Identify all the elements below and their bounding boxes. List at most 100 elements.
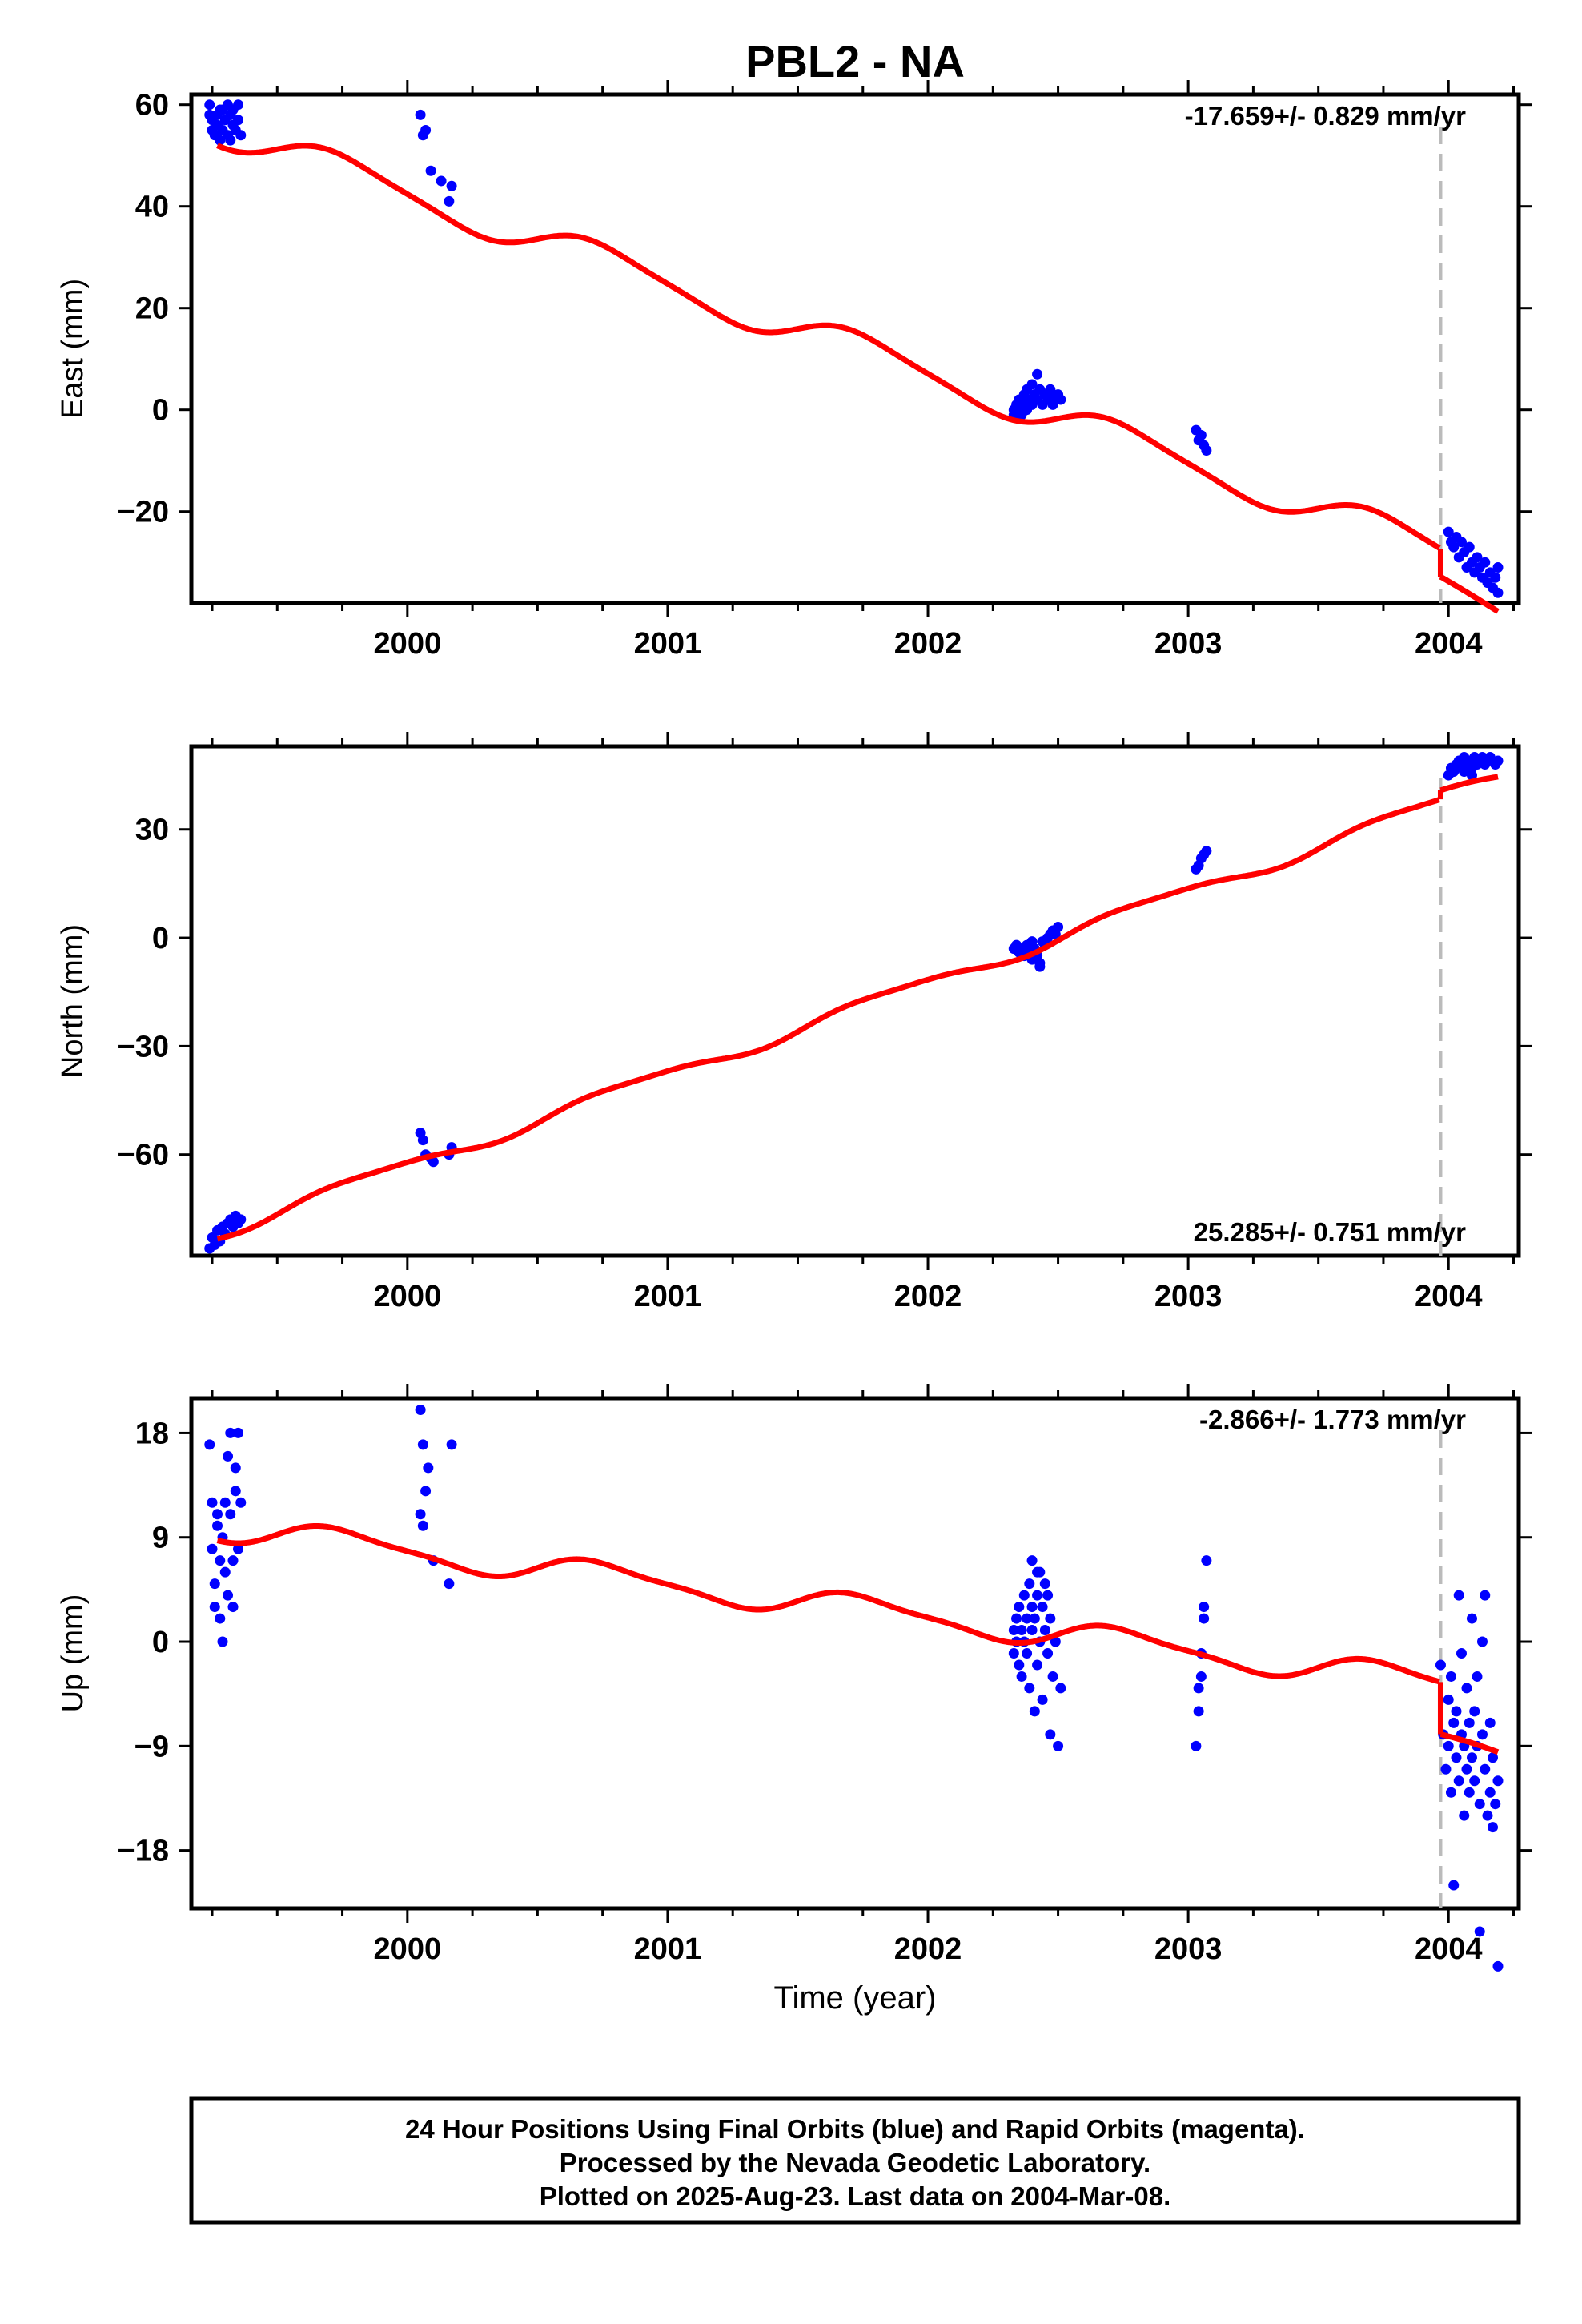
x-tick-label: 2000 (374, 1932, 442, 1966)
data-point (425, 165, 436, 176)
plot-frame (189, 744, 1521, 1258)
data-point (1480, 1763, 1491, 1775)
data-point (1037, 1694, 1048, 1705)
model-line (215, 797, 1441, 1242)
data-point (215, 1555, 226, 1566)
model-line (215, 1523, 1441, 1685)
data-point (215, 135, 226, 146)
data-point (225, 1427, 236, 1438)
y-tick-label: 40 (135, 191, 169, 224)
data-point (415, 109, 426, 120)
data-point (1193, 1683, 1204, 1694)
x-tick-label: 2003 (1154, 1932, 1223, 1966)
y-tick-label: 0 (152, 394, 169, 428)
x-tick-label: 2003 (1154, 1280, 1223, 1313)
data-point (1191, 1740, 1202, 1751)
data-point (1492, 755, 1504, 766)
data-point (1464, 541, 1475, 553)
data-point (1055, 394, 1066, 405)
data-point (1014, 1659, 1025, 1671)
data-point (417, 1439, 428, 1450)
data-point (1472, 1671, 1483, 1682)
data-point (1022, 1648, 1033, 1659)
data-point (209, 1602, 220, 1613)
plot-frame (189, 92, 1521, 605)
data-point (1448, 541, 1460, 553)
data-point (204, 99, 215, 111)
data-point (1453, 1590, 1464, 1601)
plot-frame (189, 1396, 1521, 1911)
data-point (1482, 1810, 1493, 1821)
data-point (1466, 770, 1477, 781)
data-point (446, 1439, 457, 1450)
data-point (1199, 1613, 1210, 1624)
data-point (1039, 1625, 1050, 1636)
data-point (1195, 429, 1207, 440)
data-point (1045, 1613, 1056, 1624)
data-point (1445, 1671, 1456, 1682)
data-point (1201, 846, 1212, 857)
data-point (1032, 1659, 1043, 1671)
data-point (1016, 1671, 1027, 1682)
north-panel: 2000 2001 2002 2003 2004 −60 −30 0 30 North (mm) 2… (56, 732, 1532, 1313)
data-point (235, 1214, 247, 1225)
data-point (444, 1578, 455, 1590)
data-point (217, 104, 228, 115)
data-point (1461, 1683, 1472, 1694)
x-tick-label: 2004 (1415, 627, 1483, 661)
data-point (1490, 1799, 1501, 1810)
y-axis-label: East (mm) (56, 279, 90, 419)
data-point (1459, 766, 1470, 778)
data-point (1474, 1799, 1485, 1810)
data-point (1480, 557, 1491, 568)
data-point (1024, 1578, 1035, 1590)
data-point (1466, 1613, 1477, 1624)
data-point (1453, 1775, 1464, 1787)
data-point (1029, 1613, 1040, 1624)
data-point (1008, 1648, 1019, 1659)
data-point (1472, 552, 1483, 563)
data-point (420, 124, 432, 135)
x-tick-label: 2001 (634, 1932, 702, 1966)
data-point (207, 1543, 218, 1554)
y-tick-label: −18 (118, 1835, 169, 1868)
data-point (1032, 368, 1043, 380)
data-point (415, 1509, 426, 1520)
data-point (223, 1590, 234, 1601)
y-axis-label: North (mm) (56, 924, 90, 1078)
x-tick-label: 2004 (1415, 1932, 1483, 1966)
data-point (235, 1497, 247, 1508)
data-point (1026, 1625, 1038, 1636)
x-tick-label: 2001 (634, 627, 702, 661)
x-tick-label: 2002 (894, 1280, 962, 1313)
data-point (1034, 961, 1046, 972)
y-tick-label: 20 (135, 292, 169, 326)
data-point (1018, 1590, 1030, 1601)
data-point (215, 1613, 226, 1624)
y-tick-label: 30 (135, 814, 169, 847)
data-point (1042, 1590, 1054, 1601)
data-point (436, 175, 447, 187)
data-point (1026, 936, 1038, 947)
data-point (428, 1156, 439, 1168)
y-tick-label: −30 (118, 1030, 169, 1063)
data-point (1492, 562, 1504, 573)
data-point (1026, 379, 1038, 390)
data-point (415, 1404, 426, 1415)
data-point (1456, 537, 1467, 548)
model-line (215, 143, 1441, 551)
x-tick-label: 2002 (894, 1932, 962, 1966)
data-point (1011, 1613, 1022, 1624)
data-point (1055, 1683, 1066, 1694)
model-line (1439, 1731, 1500, 1755)
data-point (233, 99, 244, 111)
east-panel: 2000 2001 2002 2003 2004 −20 0 20 40 60 East (mm) -… (56, 80, 1532, 661)
x-axis-label: Time (year) (774, 1980, 937, 2016)
x-tick-label: 2004 (1415, 1280, 1483, 1313)
data-point (1026, 1555, 1038, 1566)
y-tick-label: 18 (135, 1417, 169, 1450)
x-tick-label: 2002 (894, 627, 962, 661)
footer-line-2: Processed by the Nevada Geodetic Laborat… (560, 2148, 1150, 2177)
y-tick-label: −20 (118, 496, 169, 529)
data-point (1026, 1602, 1038, 1613)
